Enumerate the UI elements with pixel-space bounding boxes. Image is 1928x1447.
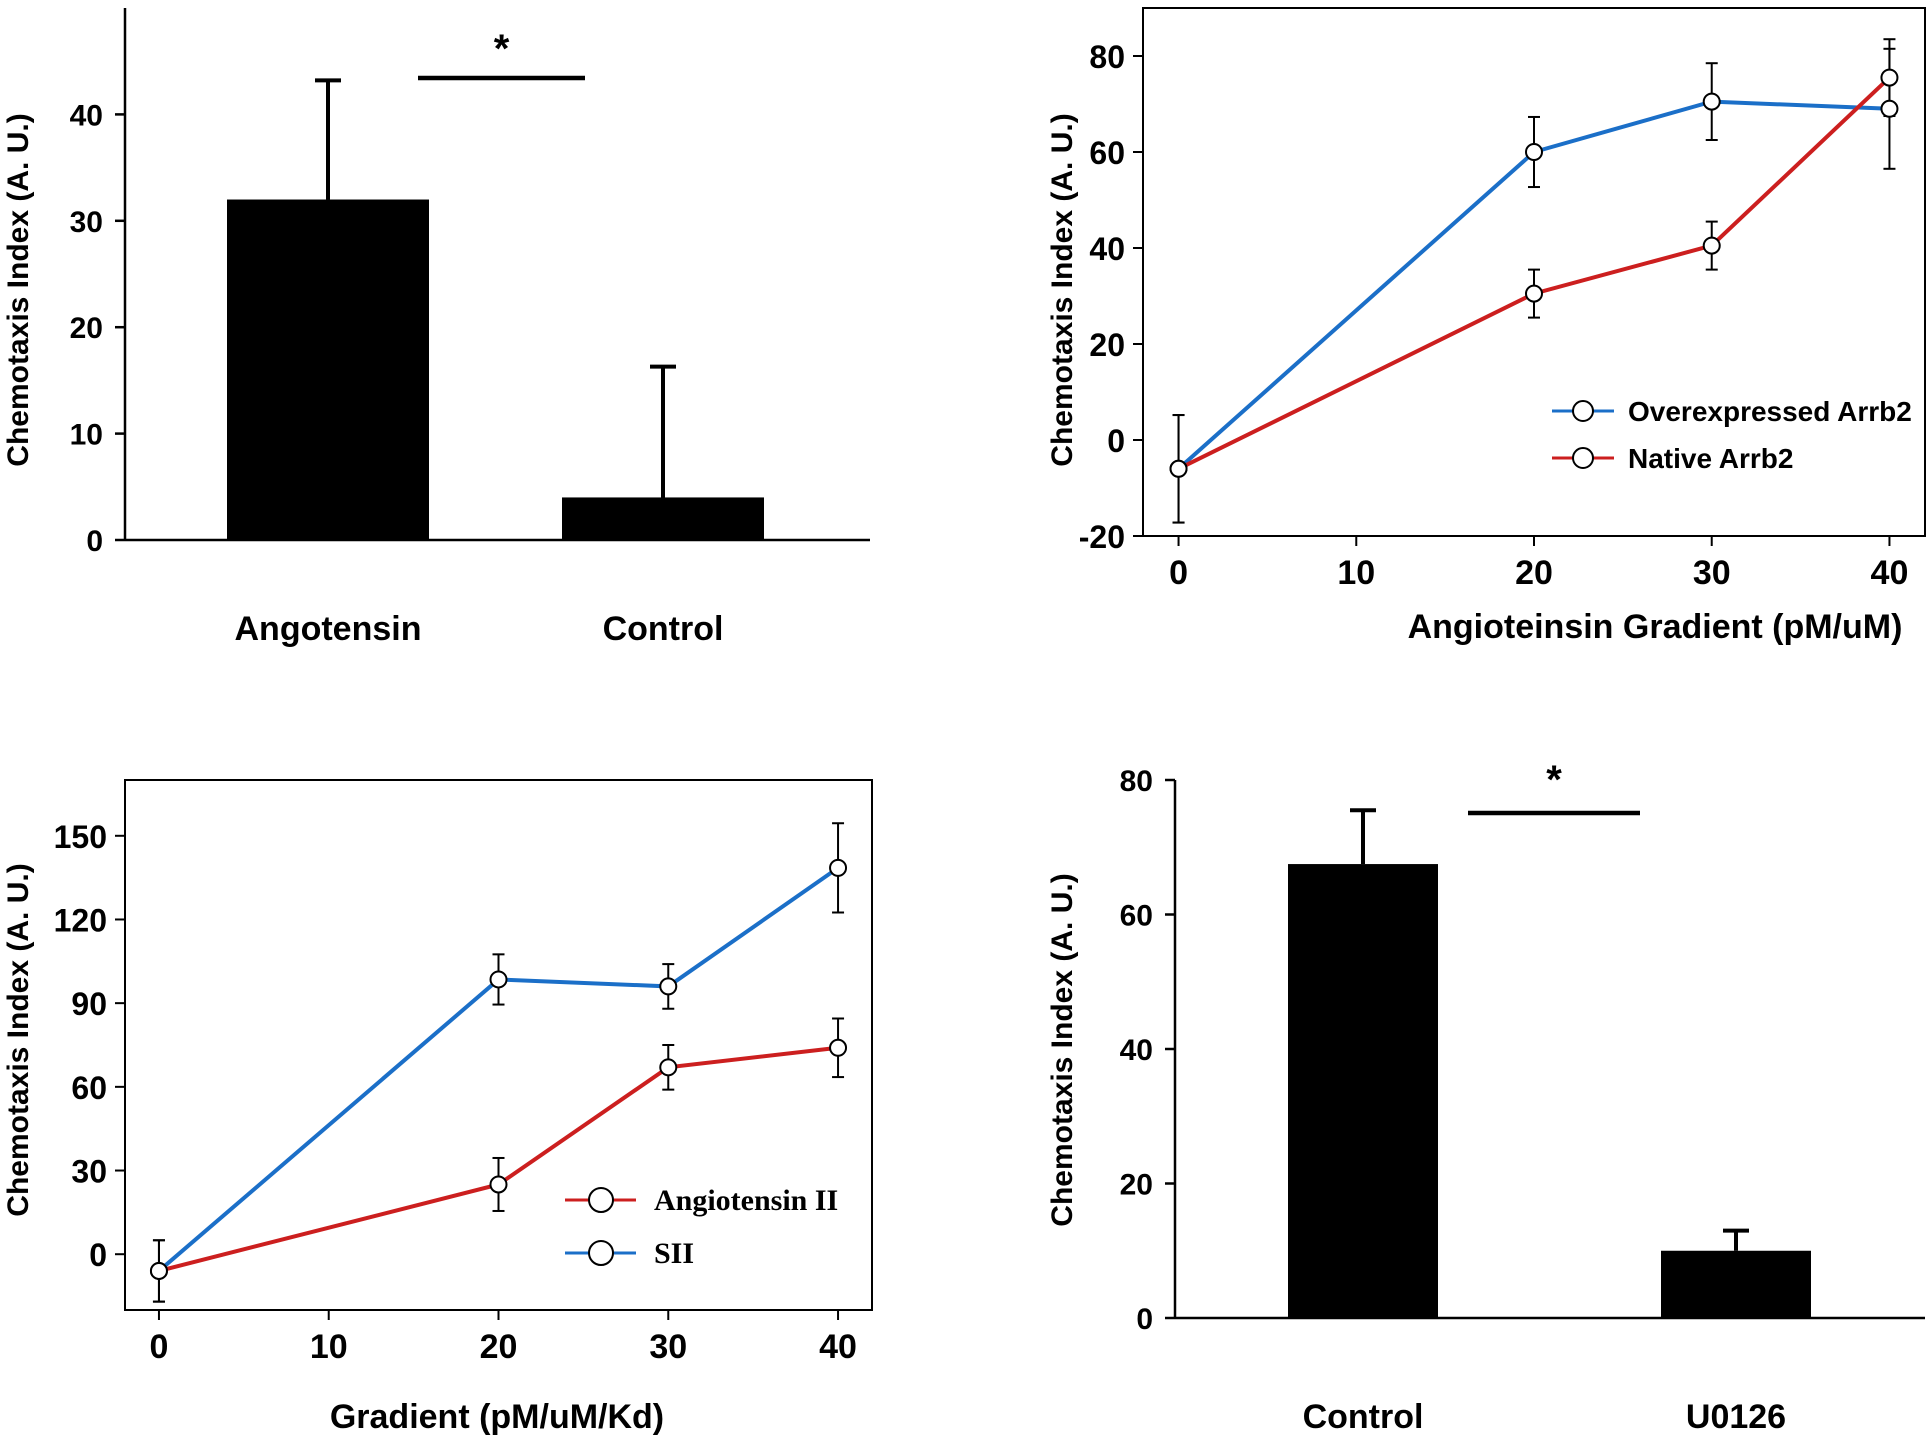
panel-c-axes: 0 30 60 90 120 150 0 10 20 30 40	[54, 779, 873, 1366]
bar	[1661, 1250, 1811, 1318]
y-tick-label: 0	[89, 1237, 107, 1273]
y-tick-label: 80	[1089, 39, 1125, 75]
panel-b-legend: Overexpressed Arrb2 Native Arrb2	[1552, 396, 1912, 474]
panel-d-category-label: Control	[1303, 1398, 1424, 1436]
x-tick-label: 30	[1693, 554, 1731, 592]
series-line	[158, 1045, 839, 1273]
panel-d-bar-chart: 0 20 40 60 80 Chemotaxis Index (A. U.) Contr…	[1046, 758, 1925, 1436]
data-point	[1525, 143, 1543, 161]
panel-c-legend: Angiotensin II SII	[565, 1184, 838, 1270]
panel-d-ylabel: Chemotaxis Index (A. U.)	[1046, 873, 1079, 1226]
y-tick-label: 60	[1089, 135, 1125, 171]
y-tick-label: 60	[1120, 900, 1153, 933]
panel-b-text: Chemotaxis Index (A. U.) Angioteinsin Gr…	[1046, 113, 1902, 646]
bar	[562, 497, 764, 540]
panel-a-marks	[227, 75, 764, 540]
y-tick-label: 40	[1120, 1034, 1153, 1067]
y-tick-label: 40	[1089, 231, 1125, 267]
legend-marker	[1572, 447, 1594, 469]
y-tick-label: 0	[1107, 423, 1125, 459]
panel-a-category-label: Angotensin	[235, 610, 422, 648]
data-point	[489, 970, 508, 989]
y-tick-label: 30	[70, 206, 103, 239]
data-point	[1702, 92, 1721, 111]
panel-d-significance-star: *	[1546, 758, 1562, 802]
y-tick-label: 20	[70, 312, 103, 345]
y-tick-label: 60	[71, 1070, 107, 1106]
y-tick-label: 30	[71, 1154, 107, 1190]
y-tick-label: 20	[1120, 1169, 1153, 1202]
panel-b-ylabel: Chemotaxis Index (A. U.)	[1046, 113, 1079, 466]
plot-frame	[124, 779, 873, 1311]
x-tick-label: 40	[1871, 554, 1909, 592]
x-tick-label: 40	[819, 1328, 857, 1366]
panel-a-text: Chemotaxis Index (A. U.) Angotensin Cont…	[2, 27, 723, 648]
y-tick-label: 10	[70, 419, 103, 452]
x-tick-label: 10	[1337, 554, 1375, 592]
data-point	[1880, 68, 1899, 87]
data-point	[1169, 459, 1188, 478]
y-tick-label: 0	[86, 525, 103, 558]
panel-c-text: Chemotaxis Index (A. U.) Gradient (pM/uM…	[2, 863, 664, 1436]
bar	[1288, 864, 1438, 1318]
series-line	[1177, 99, 1890, 471]
data-point	[659, 977, 678, 996]
legend-marker	[588, 1240, 614, 1266]
panel-b-axes: -20 0 20 40 60 80 0 10 20 30 40	[1079, 7, 1926, 592]
legend-marker	[1572, 400, 1594, 422]
x-tick-label: 0	[149, 1328, 168, 1366]
legend-entry-sii: SII	[654, 1237, 694, 1270]
legend-entry-overexpressed-arrb2: Overexpressed Arrb2	[1628, 396, 1912, 427]
data-point	[1702, 236, 1721, 255]
panel-a-significance-star: *	[494, 27, 510, 71]
panel-a-ylabel: Chemotaxis Index (A. U.)	[2, 113, 35, 466]
data-point	[1525, 284, 1543, 303]
y-tick-label: 80	[1120, 765, 1153, 798]
panel-c-xlabel: Gradient (pM/uM/Kd)	[330, 1398, 664, 1436]
legend-entry-native-arrb2: Native Arrb2	[1628, 443, 1793, 474]
panel-d-category-label: U0126	[1686, 1398, 1786, 1436]
x-tick-label: 20	[1515, 554, 1553, 592]
data-point	[1880, 99, 1899, 118]
data-point	[659, 1058, 678, 1077]
x-tick-label: 20	[480, 1328, 518, 1366]
y-tick-label: 0	[1136, 1303, 1153, 1336]
y-tick-label: 20	[1089, 327, 1125, 363]
y-tick-label: 40	[70, 99, 103, 132]
panel-c-ylabel: Chemotaxis Index (A. U.)	[2, 863, 35, 1216]
y-tick-label: 90	[71, 986, 107, 1022]
y-tick-label: 150	[54, 819, 107, 855]
panel-d-text: Chemotaxis Index (A. U.) Control U0126 *	[1046, 758, 1786, 1436]
bar	[227, 199, 429, 540]
series-line	[1177, 76, 1891, 471]
x-tick-label: 0	[1169, 554, 1188, 592]
panel-a-category-label: Control	[603, 610, 724, 648]
data-point	[829, 858, 848, 877]
series-line	[157, 866, 840, 1273]
panel-d-marks	[1288, 808, 1811, 1318]
panel-c-line-chart: 0 30 60 90 120 150 0 10 20 30 40 Chemotaxis Index …	[2, 779, 873, 1436]
panel-c-marks	[149, 822, 848, 1303]
panel-b-marks	[1169, 38, 1899, 524]
data-point	[829, 1038, 848, 1057]
x-tick-label: 10	[310, 1328, 348, 1366]
panel-a-axes: 0 10 20 30 40	[70, 8, 870, 558]
panel-a-bar-chart: 0 10 20 30 40 Chemotaxis Index (A. U.) Angot…	[2, 8, 870, 648]
y-tick-label: -20	[1079, 519, 1125, 555]
panel-b-xlabel: Angioteinsin Gradient (pM/uM)	[1408, 608, 1903, 646]
data-point	[149, 1261, 168, 1280]
x-tick-label: 30	[649, 1328, 687, 1366]
data-point	[489, 1175, 508, 1194]
panel-b-line-chart: -20 0 20 40 60 80 0 10 20 30 40 Chemotaxis Index (…	[1046, 7, 1926, 646]
panel-d-axes: 0 20 40 60 80	[1120, 765, 1925, 1336]
legend-marker	[588, 1187, 614, 1213]
y-tick-label: 120	[54, 902, 107, 938]
legend-entry-angiotensin-ii: Angiotensin II	[654, 1184, 838, 1217]
